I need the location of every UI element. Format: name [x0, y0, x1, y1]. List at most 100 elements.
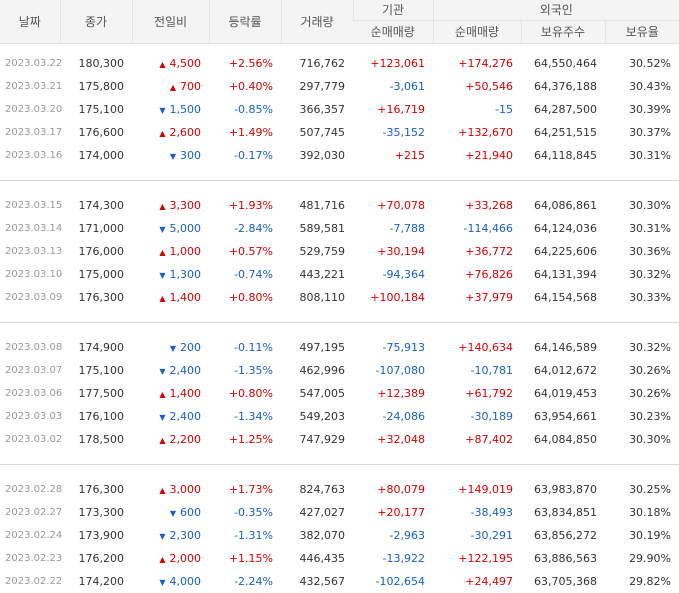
header-institution-net: 순매매량: [353, 21, 433, 44]
cell-close: 176,100: [60, 405, 132, 428]
cell-close: 174,900: [60, 336, 132, 359]
change-value: 3,000: [170, 483, 202, 496]
cell-foreign-net: +50,546: [433, 75, 521, 98]
cell-rate: -2.24%: [209, 570, 281, 593]
cell-institution-net: -102,654: [353, 570, 433, 593]
cell-foreign-net: +174,276: [433, 52, 521, 75]
cell-change: 2,000: [132, 547, 209, 570]
cell-foreign-net: +76,826: [433, 263, 521, 286]
cell-foreign-net: +87,402: [433, 428, 521, 451]
cell-holding-ratio: 29.90%: [605, 547, 679, 570]
cell-date: 2023.02.27: [0, 501, 60, 524]
group-spacer: [0, 167, 679, 180]
cell-close: 176,600: [60, 121, 132, 144]
cell-change: 2,300: [132, 524, 209, 547]
cell-date: 2023.03.21: [0, 75, 60, 98]
cell-institution-net: +123,061: [353, 52, 433, 75]
cell-institution-net: -35,152: [353, 121, 433, 144]
cell-date: 2023.03.03: [0, 405, 60, 428]
table-row: 2023.03.16174,000300-0.17%392,030+215+21…: [0, 144, 679, 167]
cell-date: 2023.03.02: [0, 428, 60, 451]
cell-volume: 589,581: [281, 217, 353, 240]
cell-volume: 497,195: [281, 336, 353, 359]
cell-rate: -0.85%: [209, 98, 281, 121]
cell-change: 4,000: [132, 570, 209, 593]
cell-institution-net: +30,194: [353, 240, 433, 263]
cell-institution-net: +100,184: [353, 286, 433, 309]
cell-volume: 427,027: [281, 501, 353, 524]
cell-change: 2,600: [132, 121, 209, 144]
cell-shares-held: 64,124,036: [521, 217, 605, 240]
cell-close: 176,000: [60, 240, 132, 263]
group-spacer: [0, 309, 679, 322]
cell-change: 3,300: [132, 194, 209, 217]
cell-volume: 366,357: [281, 98, 353, 121]
cell-close: 175,100: [60, 359, 132, 382]
cell-institution-net: +70,078: [353, 194, 433, 217]
change-value: 600: [180, 506, 201, 519]
cell-change: 2,400: [132, 405, 209, 428]
cell-close: 173,900: [60, 524, 132, 547]
header-holding-ratio: 보유율: [605, 21, 679, 44]
cell-change: 1,400: [132, 286, 209, 309]
cell-institution-net: +16,719: [353, 98, 433, 121]
cell-date: 2023.03.16: [0, 144, 60, 167]
change-value: 1,000: [170, 245, 202, 258]
group-spacer: [0, 181, 679, 194]
triangle-up-icon: [170, 83, 176, 92]
cell-close: 177,500: [60, 382, 132, 405]
cell-institution-net: +80,079: [353, 478, 433, 501]
cell-volume: 716,762: [281, 52, 353, 75]
cell-shares-held: 64,251,515: [521, 121, 605, 144]
cell-holding-ratio: 30.30%: [605, 428, 679, 451]
cell-rate: -0.74%: [209, 263, 281, 286]
cell-institution-net: -7,788: [353, 217, 433, 240]
change-value: 1,500: [170, 103, 202, 116]
cell-date: 2023.03.22: [0, 52, 60, 75]
cell-rate: +1.25%: [209, 428, 281, 451]
cell-foreign-net: +37,979: [433, 286, 521, 309]
cell-institution-net: -107,080: [353, 359, 433, 382]
cell-holding-ratio: 30.32%: [605, 263, 679, 286]
cell-close: 175,100: [60, 98, 132, 121]
cell-shares-held: 64,131,394: [521, 263, 605, 286]
cell-close: 175,800: [60, 75, 132, 98]
cell-holding-ratio: 30.26%: [605, 359, 679, 382]
cell-holding-ratio: 30.30%: [605, 194, 679, 217]
cell-date: 2023.03.10: [0, 263, 60, 286]
group-spacer: [0, 465, 679, 478]
triangle-down-icon: [170, 344, 176, 353]
cell-rate: -1.34%: [209, 405, 281, 428]
cell-holding-ratio: 30.19%: [605, 524, 679, 547]
cell-change: 1,000: [132, 240, 209, 263]
triangle-down-icon: [170, 509, 176, 518]
triangle-up-icon: [159, 248, 165, 257]
table-row: 2023.03.15174,3003,300+1.93%481,716+70,0…: [0, 194, 679, 217]
cell-foreign-net: +36,772: [433, 240, 521, 263]
cell-volume: 446,435: [281, 547, 353, 570]
cell-change: 200: [132, 336, 209, 359]
cell-holding-ratio: 30.31%: [605, 144, 679, 167]
cell-holding-ratio: 30.33%: [605, 286, 679, 309]
change-value: 2,000: [170, 552, 202, 565]
cell-change: 3,000: [132, 478, 209, 501]
cell-holding-ratio: 30.31%: [605, 217, 679, 240]
cell-foreign-net: -30,189: [433, 405, 521, 428]
cell-foreign-net: -10,781: [433, 359, 521, 382]
triangle-down-icon: [159, 367, 165, 376]
table-row: 2023.03.09176,3001,400+0.80%808,110+100,…: [0, 286, 679, 309]
cell-foreign-net: +61,792: [433, 382, 521, 405]
cell-date: 2023.02.24: [0, 524, 60, 547]
cell-close: 174,300: [60, 194, 132, 217]
table-row: 2023.03.14171,0005,000-2.84%589,581-7,78…: [0, 217, 679, 240]
cell-shares-held: 64,084,850: [521, 428, 605, 451]
table-row: 2023.03.10175,0001,300-0.74%443,221-94,3…: [0, 263, 679, 286]
triangle-up-icon: [159, 436, 165, 445]
triangle-up-icon: [159, 390, 165, 399]
cell-institution-net: -3,061: [353, 75, 433, 98]
cell-close: 178,500: [60, 428, 132, 451]
table-row: 2023.03.13176,0001,000+0.57%529,759+30,1…: [0, 240, 679, 263]
cell-shares-held: 63,886,563: [521, 547, 605, 570]
cell-close: 176,300: [60, 286, 132, 309]
cell-shares-held: 64,012,672: [521, 359, 605, 382]
